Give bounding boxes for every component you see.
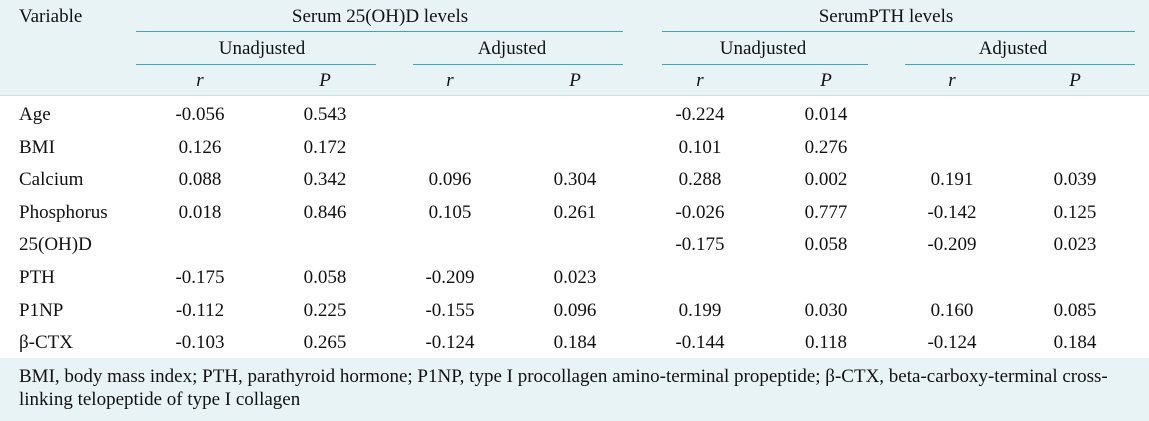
subgroup-header: Unadjusted (218, 38, 306, 59)
group-rule-25ohd (136, 31, 623, 32)
table-cell: 0.288 (678, 169, 722, 190)
table-cell: -0.175 (175, 267, 225, 288)
row-label: Age (19, 104, 51, 125)
table-cell: -0.056 (175, 104, 225, 125)
row-label: Calcium (19, 169, 84, 190)
table-cell: 0.125 (1053, 202, 1097, 223)
subgroup-header: Unadjusted (719, 38, 807, 59)
stat-header-p: P (820, 70, 832, 91)
subgroup-rule (413, 64, 623, 65)
table-footer (0, 358, 1149, 421)
table-cell: 0.085 (1053, 300, 1097, 321)
table-cell: 0.096 (553, 300, 597, 321)
table-cell: 0.039 (1053, 169, 1097, 190)
stat-header-r: r (696, 70, 704, 91)
table-cell: 0.023 (1053, 234, 1097, 255)
subgroup-rule (662, 64, 868, 65)
stat-header-p: P (1069, 70, 1081, 91)
table-cell: -0.112 (175, 300, 225, 321)
table-cell: 0.088 (178, 169, 222, 190)
table-cell: 0.014 (804, 104, 848, 125)
table-cell: -0.155 (425, 300, 475, 321)
group-header-pth: SerumPTH levels (818, 6, 954, 27)
table-header (0, 0, 1149, 95)
row-label: 25(OH)D (19, 234, 92, 255)
table-cell: 0.276 (804, 137, 848, 158)
stat-header-r: r (196, 70, 204, 91)
table-cell: 0.304 (553, 169, 597, 190)
table-cell: 0.172 (303, 137, 347, 158)
row-label: P1NP (19, 300, 64, 321)
table-cell: 0.184 (1053, 332, 1097, 353)
row-label: BMI (19, 137, 55, 158)
subgroup-rule (905, 64, 1135, 65)
table-cell: -0.124 (927, 332, 977, 353)
row-label: PTH (19, 267, 55, 288)
table-cell: 0.199 (678, 300, 722, 321)
subgroup-rule (136, 64, 376, 65)
table-cell: -0.124 (425, 332, 475, 353)
table-cell: 0.225 (303, 300, 347, 321)
stat-header-r: r (446, 70, 454, 91)
table-cell: -0.144 (675, 332, 725, 353)
table-cell: 0.030 (804, 300, 848, 321)
table-cell: 0.184 (553, 332, 597, 353)
table-cell: 0.160 (930, 300, 974, 321)
table-body (0, 96, 1149, 358)
table-cell: 0.058 (804, 234, 848, 255)
subgroup-header: Adjusted (978, 38, 1048, 59)
stat-header-p: P (569, 70, 581, 91)
table-cell: -0.142 (927, 202, 977, 223)
stat-header-r: r (948, 70, 956, 91)
table-cell: 0.342 (303, 169, 347, 190)
group-rule-pth (662, 31, 1135, 32)
table-cell: 0.261 (553, 202, 597, 223)
table-cell: 0.105 (428, 202, 472, 223)
table-cell: 0.846 (303, 202, 347, 223)
table-cell: -0.175 (675, 234, 725, 255)
table-cell: -0.103 (175, 332, 225, 353)
table-cell: 0.118 (804, 332, 848, 353)
header-divider (0, 95, 1149, 96)
table-cell: 0.265 (303, 332, 347, 353)
table-footnote: BMI, body mass index; PTH, parathyroid h… (19, 366, 1108, 410)
table-cell: 0.058 (303, 267, 347, 288)
table-cell: -0.224 (675, 104, 725, 125)
table-cell: 0.023 (553, 267, 597, 288)
variable-header: Variable (19, 6, 83, 27)
table-cell: 0.018 (178, 202, 222, 223)
table-cell: -0.209 (425, 267, 475, 288)
group-header-25ohd: Serum 25(OH)D levels (291, 6, 469, 27)
table-cell: -0.026 (675, 202, 725, 223)
table-cell: 0.191 (930, 169, 974, 190)
table-cell: 0.126 (178, 137, 222, 158)
table-cell: 0.002 (804, 169, 848, 190)
table-cell: 0.543 (303, 104, 347, 125)
table-cell: 0.096 (428, 169, 472, 190)
table-cell: -0.209 (927, 234, 977, 255)
table-cell: 0.101 (678, 137, 722, 158)
subgroup-header: Adjusted (477, 38, 547, 59)
row-label: β-CTX (19, 332, 73, 353)
stat-header-p: P (319, 70, 331, 91)
row-label: Phosphorus (19, 202, 108, 223)
table-cell: 0.777 (804, 202, 848, 223)
